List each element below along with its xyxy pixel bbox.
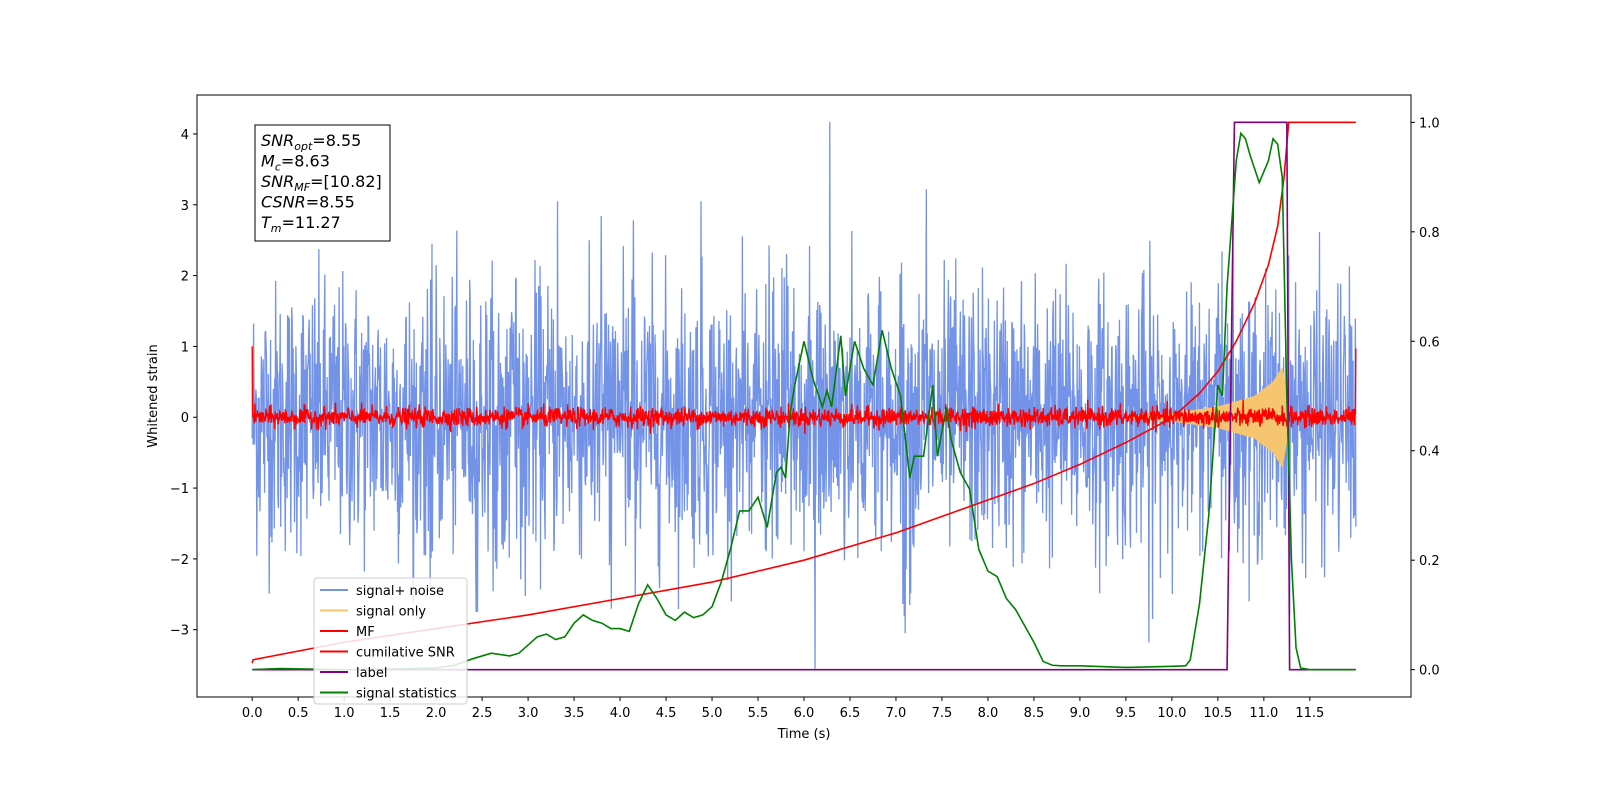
- x-tick-label: 3.5: [564, 706, 585, 721]
- y-tick-label: 2: [181, 270, 189, 285]
- x-tick-label: 11.5: [1295, 706, 1324, 721]
- x-tick-label: 6.0: [794, 706, 815, 721]
- ticks-layer: 0.0 0.5 1.0 1.5 2.0 2.5 3.0 3.5 4.0 4.5 5.0 5.5 6.0 6…: [170, 116, 1440, 721]
- y-tick-label: 1: [181, 340, 189, 355]
- annotation-line: SNRopt=8.55: [261, 131, 361, 153]
- annotation-line: Mc=8.63: [261, 152, 330, 174]
- y-tick-label: 3: [181, 199, 189, 214]
- legend-entry: signal only: [356, 605, 426, 620]
- legend-entry: signal+ noise: [356, 584, 444, 599]
- x-tick-label: 1.0: [334, 706, 355, 721]
- y-tick-label: −1: [170, 482, 189, 497]
- legend-entry: MF: [356, 625, 375, 640]
- x-tick-label: 11.0: [1249, 706, 1278, 721]
- y2-tick-label: 0.0: [1419, 664, 1440, 679]
- x-tick-label: 2.0: [426, 706, 447, 721]
- x-tick-label: 9.0: [1070, 706, 1091, 721]
- y-tick-label: 0: [181, 411, 189, 426]
- x-tick-label: 10.0: [1157, 706, 1186, 721]
- annotation-line: CSNR=8.55: [261, 193, 355, 212]
- x-tick-label: 9.5: [1116, 706, 1137, 721]
- series-signal-statistics: [252, 131, 1356, 671]
- series-mf: [251, 346, 1357, 435]
- legend-entry: signal statistics: [356, 687, 457, 702]
- legend-frame: [313, 577, 468, 705]
- legend-entry: cumilative SNR: [356, 646, 455, 661]
- x-tick-label: 5.5: [748, 706, 769, 721]
- x-tick-label: 2.5: [472, 706, 493, 721]
- x-tick-label: 0.5: [288, 706, 309, 721]
- x-tick-label: 4.5: [656, 706, 677, 721]
- series-signal-noise: [251, 121, 1357, 669]
- series-cumilative-snr: [251, 121, 1356, 664]
- x-tick-label: 8.0: [978, 706, 999, 721]
- x-tick-label: 8.5: [1024, 706, 1045, 721]
- annotation-line: SNRMF=[10.82]: [261, 172, 382, 194]
- y2-tick-label: 0.6: [1419, 335, 1440, 350]
- x-tick-label: 1.5: [380, 706, 401, 721]
- y-tick-label: −3: [170, 624, 189, 639]
- legend: signal+ noise signal only MF cumilative SNR…: [313, 577, 468, 705]
- y-tick-label: −2: [170, 553, 189, 568]
- y-axis-label: Whitened strain: [146, 344, 161, 447]
- y2-tick-label: 0.2: [1419, 554, 1440, 569]
- x-tick-label: 7.5: [932, 706, 953, 721]
- x-tick-label: 0.0: [242, 706, 263, 721]
- x-tick-label: 4.0: [610, 706, 631, 721]
- legend-entry: label: [356, 666, 387, 681]
- annotation-box: SNRopt=8.55Mc=8.63SNRMF=[10.82]CSNR=8.55…: [254, 124, 391, 242]
- annotation-line: Tm=11.27: [261, 213, 341, 235]
- x-tick-label: 3.0: [518, 706, 539, 721]
- y-tick-label: 4: [181, 128, 189, 143]
- x-tick-label: 7.0: [886, 706, 907, 721]
- series-label: [252, 121, 1356, 671]
- x-tick-label: 6.5: [840, 706, 861, 721]
- y2-tick-label: 0.8: [1419, 226, 1440, 241]
- plot-layer: [251, 121, 1357, 671]
- annotation-frame: [254, 124, 391, 242]
- x-axis-label: Time (s): [777, 727, 831, 742]
- x-tick-label: 10.5: [1203, 706, 1232, 721]
- x-tick-label: 5.0: [702, 706, 723, 721]
- y2-tick-label: 0.4: [1419, 445, 1440, 460]
- y2-tick-label: 1.0: [1419, 116, 1440, 131]
